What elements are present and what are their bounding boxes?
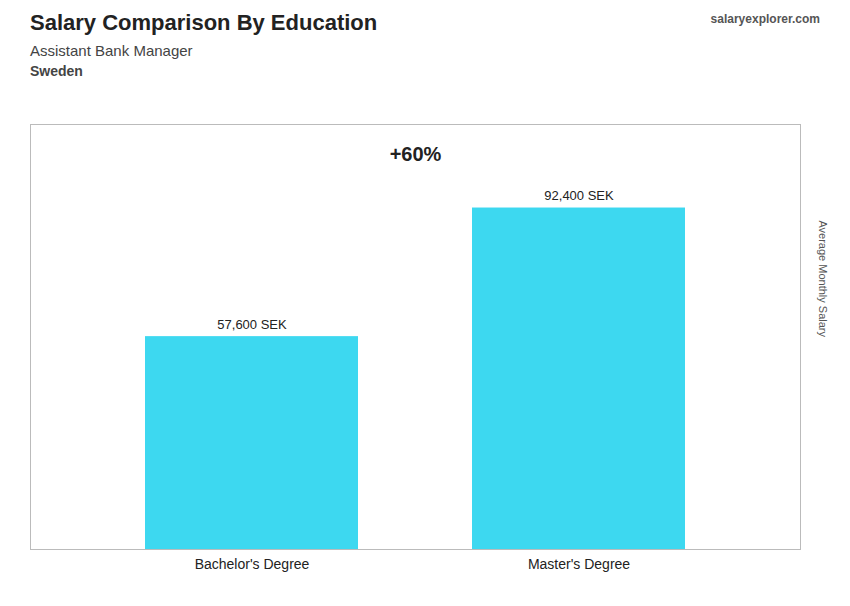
svg-text:57,600 SEK: 57,600 SEK [217,317,287,332]
svg-text:Average Monthly Salary: Average Monthly Salary [817,220,829,337]
svg-text:Bachelor's Degree: Bachelor's Degree [195,556,310,572]
html-text:salaryexplorer.com: salaryexplorer.com [710,12,820,26]
html-text:Sweden: Sweden [30,63,83,79]
html-text:Salary Comparison By Education: Salary Comparison By Education [30,10,378,35]
html-text:Assistant Bank Manager: Assistant Bank Manager [30,42,193,59]
svg-text:+60%: +60% [390,143,442,165]
svg-text:92,400 SEK: 92,400 SEK [544,188,614,203]
svg-text:Master's Degree: Master's Degree [528,556,630,572]
